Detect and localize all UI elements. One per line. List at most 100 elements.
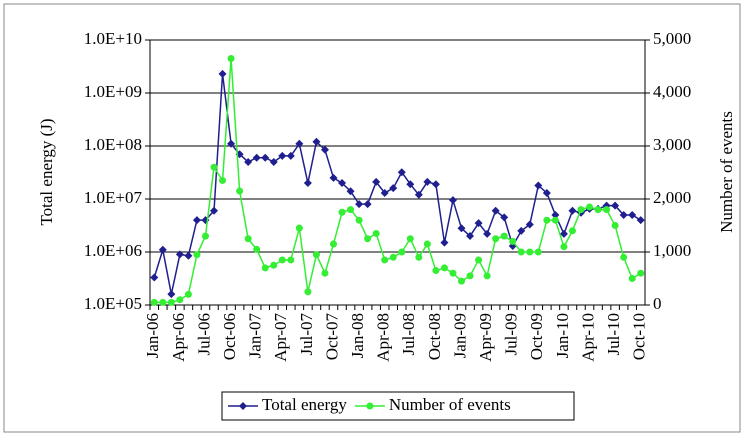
- point: [312, 137, 321, 146]
- point: [628, 210, 637, 219]
- point: [210, 163, 218, 171]
- point: [364, 235, 372, 243]
- point: [381, 256, 389, 264]
- point: [509, 237, 517, 245]
- point: [372, 229, 380, 237]
- point: [312, 251, 320, 259]
- point: [474, 219, 483, 228]
- point: [458, 277, 466, 285]
- x-tick-label: Oct-08: [425, 313, 444, 360]
- point: [286, 151, 295, 160]
- x-tick-label: Apr-10: [578, 313, 597, 362]
- legend-label: Total energy: [262, 395, 347, 414]
- point: [637, 269, 645, 277]
- y2-axis-label: Number of events: [717, 111, 736, 233]
- point: [193, 251, 201, 259]
- point: [534, 248, 542, 256]
- point: [201, 232, 209, 240]
- legend-box: [221, 391, 575, 421]
- point: [329, 240, 337, 248]
- point: [389, 253, 397, 261]
- point: [320, 145, 329, 154]
- series-line: [153, 73, 642, 295]
- y2-tick-label: 1,000: [653, 241, 691, 260]
- point: [415, 253, 423, 261]
- y2-tick-label: 2,000: [653, 188, 691, 207]
- y2-tick-label: 5,000: [653, 29, 691, 48]
- point: [167, 298, 175, 306]
- point: [389, 184, 398, 193]
- x-tick-label: Oct-06: [220, 313, 239, 360]
- point: [380, 188, 389, 197]
- point: [560, 243, 568, 251]
- point: [338, 179, 347, 188]
- point: [620, 253, 628, 261]
- point: [423, 240, 431, 248]
- point: [158, 245, 167, 254]
- point: [483, 272, 491, 280]
- point: [175, 250, 184, 259]
- point: [542, 188, 551, 197]
- point: [517, 226, 526, 235]
- point: [525, 220, 534, 229]
- point: [227, 139, 236, 148]
- x-tick-label: Apr-08: [374, 313, 393, 362]
- point: [551, 210, 560, 219]
- point: [253, 245, 261, 253]
- point: [406, 180, 415, 189]
- point: [329, 173, 338, 182]
- y2-tick-label: 0: [653, 294, 662, 313]
- point: [184, 251, 193, 260]
- point: [192, 216, 201, 225]
- point: [577, 206, 585, 214]
- point: [432, 267, 440, 275]
- point: [236, 187, 244, 195]
- point: [261, 264, 269, 272]
- point: [372, 177, 381, 186]
- point: [492, 235, 500, 243]
- point: [611, 201, 620, 210]
- point: [440, 264, 448, 272]
- x-tick-label: Apr-07: [271, 313, 290, 362]
- point: [167, 290, 176, 299]
- point: [466, 232, 475, 241]
- x-tick-label: Jan-06: [143, 313, 162, 358]
- y2-tick-label: 4,000: [653, 82, 691, 101]
- point: [338, 208, 346, 216]
- point: [227, 55, 235, 63]
- point: [483, 229, 492, 238]
- point: [269, 157, 278, 166]
- point: [543, 216, 551, 224]
- point: [150, 273, 159, 282]
- plot-area: [149, 39, 646, 306]
- point: [270, 261, 278, 269]
- point: [534, 181, 543, 190]
- point: [586, 203, 594, 211]
- point: [363, 200, 372, 209]
- point: [295, 139, 304, 148]
- x-tick-label: Jul-07: [297, 313, 316, 356]
- legend-marker: [239, 402, 247, 410]
- point: [252, 153, 261, 162]
- point: [346, 187, 355, 196]
- point: [568, 227, 576, 235]
- point: [244, 157, 253, 166]
- legend-marker: [366, 402, 374, 410]
- x-tick-label: Jul-09: [502, 313, 521, 356]
- x-tick-label: Jan-07: [246, 313, 265, 359]
- point: [406, 235, 414, 243]
- x-tick-label: Jan-10: [553, 313, 572, 358]
- point: [414, 190, 423, 199]
- point: [295, 224, 303, 232]
- point: [355, 200, 364, 209]
- point: [628, 275, 636, 282]
- point: [526, 248, 534, 256]
- point: [261, 153, 270, 162]
- x-tick-label: Jul-06: [194, 313, 213, 356]
- point: [278, 256, 286, 264]
- point: [176, 296, 184, 304]
- point: [219, 176, 227, 184]
- point: [603, 206, 611, 214]
- point: [397, 168, 406, 177]
